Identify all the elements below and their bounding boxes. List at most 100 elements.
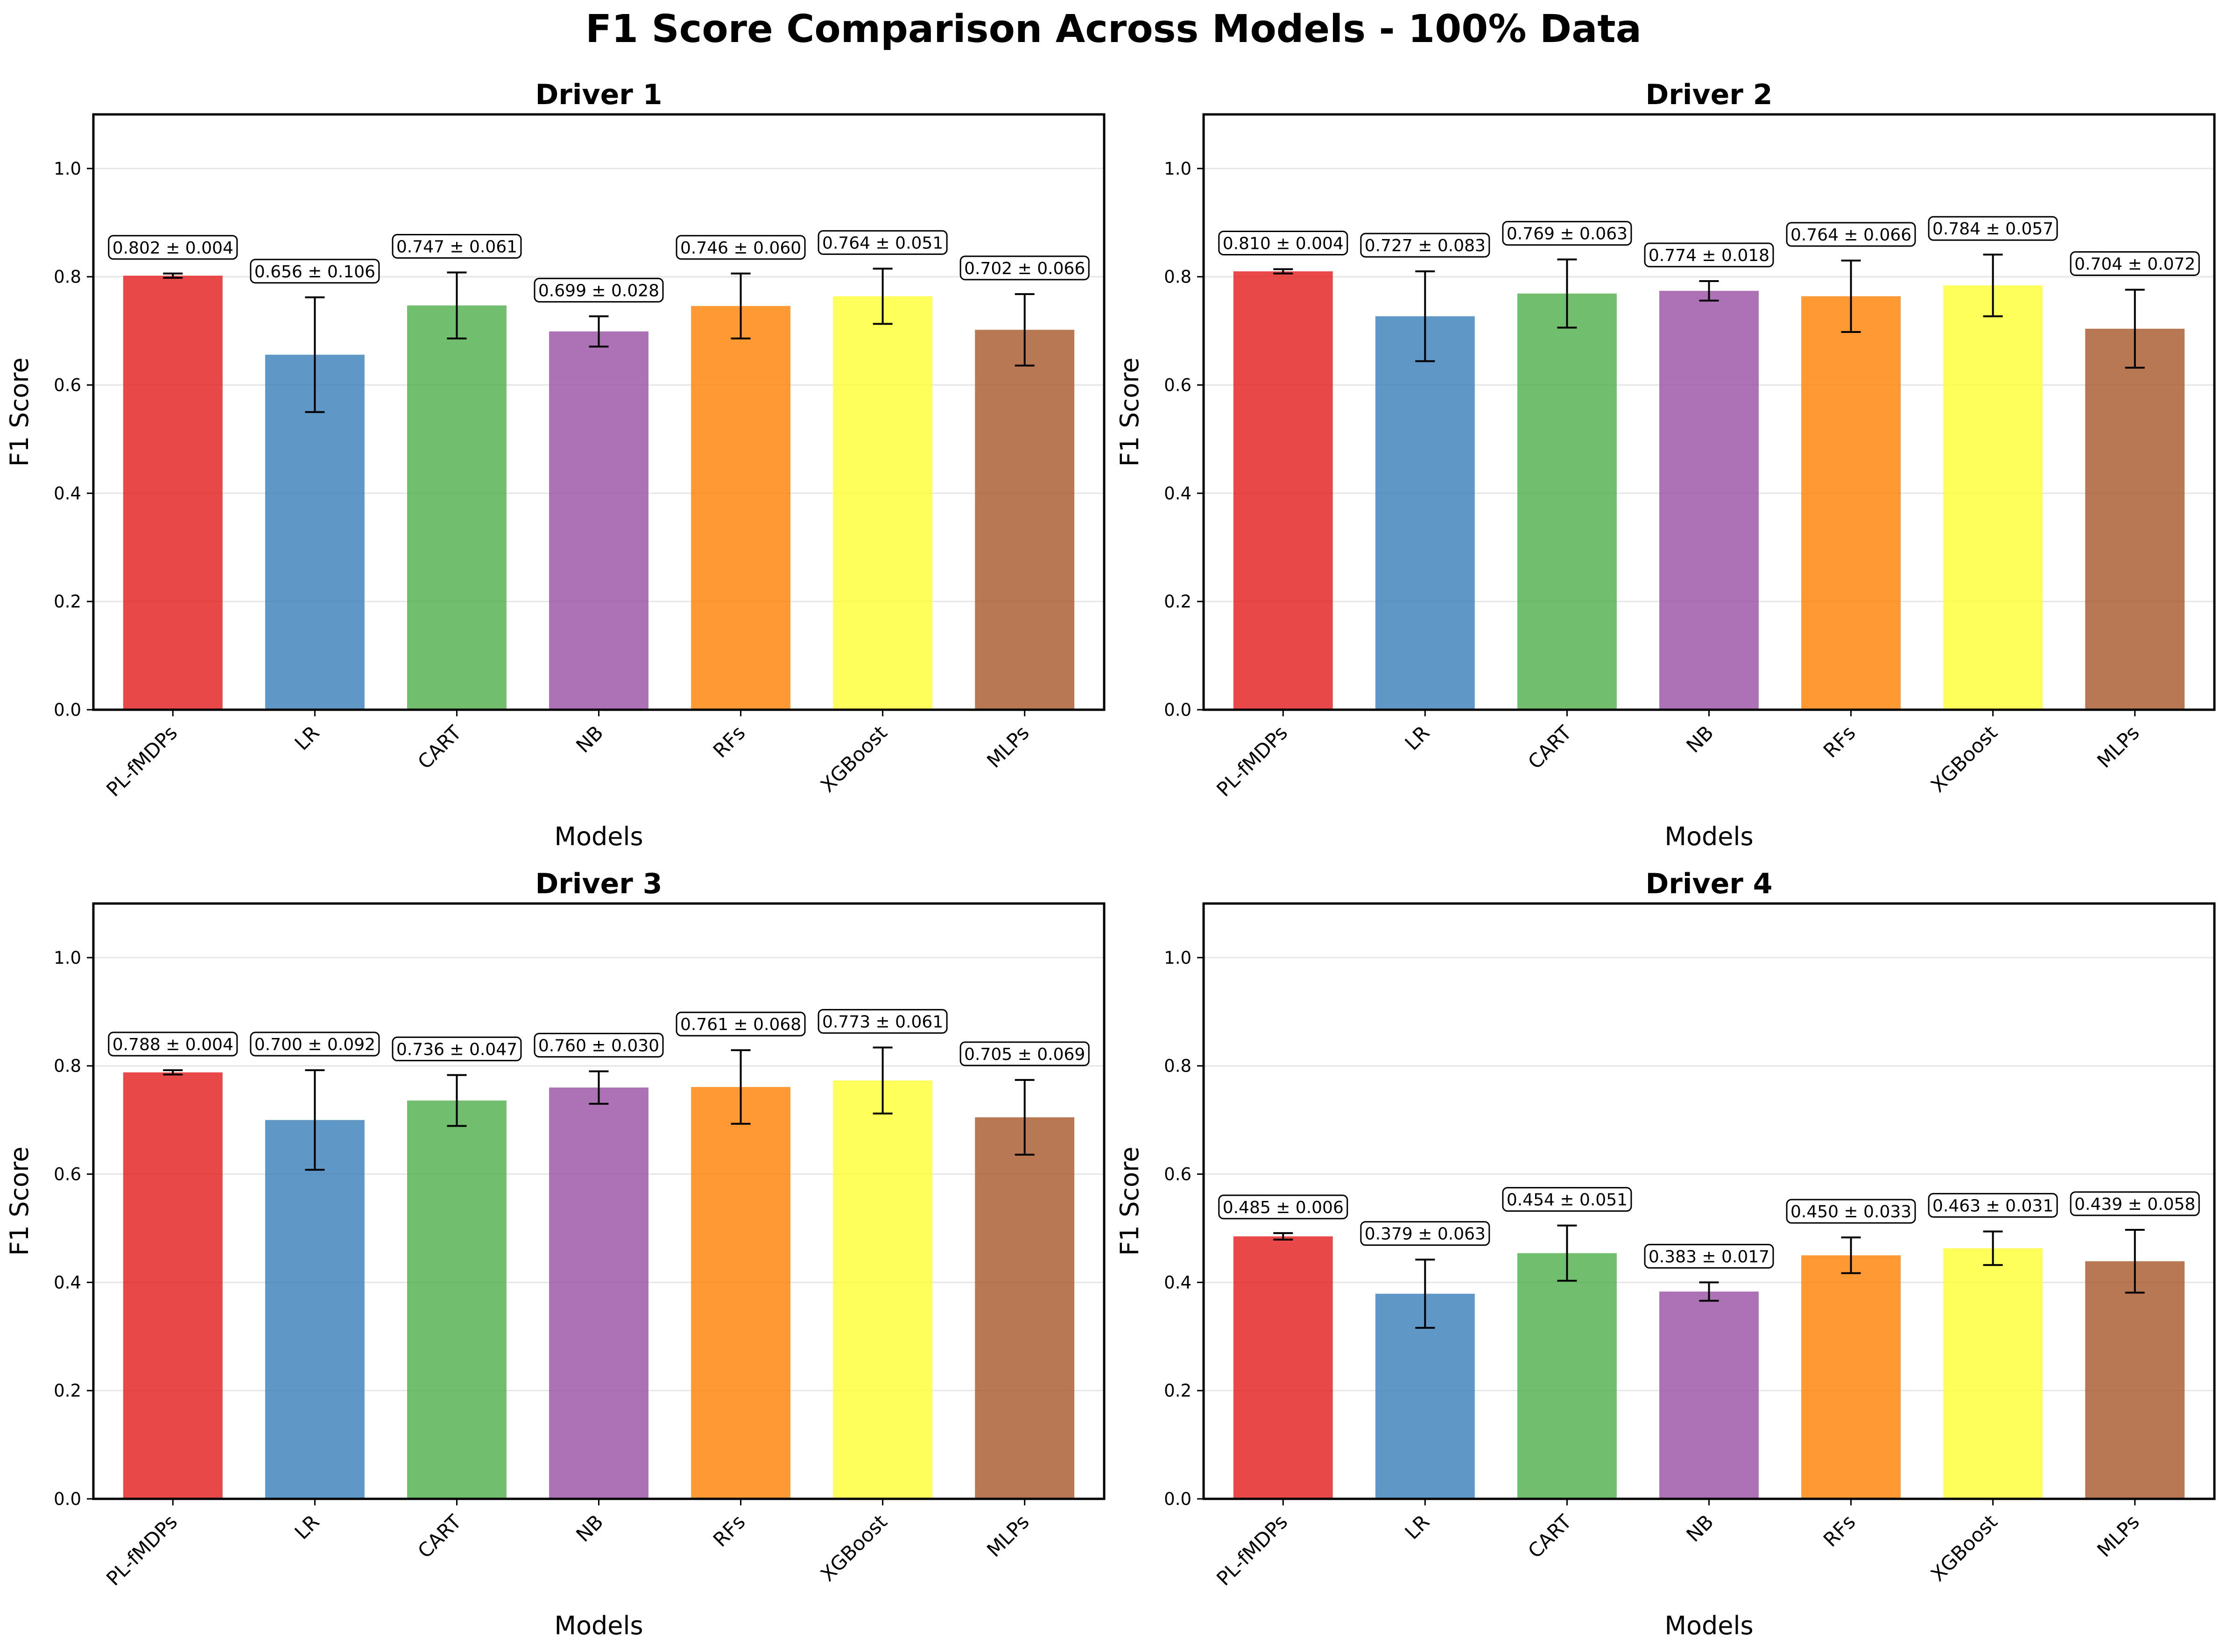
- y-tick-label: 1.0: [1164, 159, 1191, 179]
- x-tick-label: MLPs: [2093, 721, 2144, 772]
- bar-nb: [549, 331, 648, 710]
- bar-rfs: [1801, 1255, 1901, 1499]
- x-axis-label: Models: [1664, 1611, 1753, 1640]
- x-tick-label: PL-fMDPs: [102, 721, 182, 801]
- data-label-box: [108, 235, 238, 260]
- x-tick-label: XGBoost: [1926, 721, 2002, 797]
- data-label: 0.760 ± 0.030: [538, 1036, 659, 1055]
- plot-frame: [1202, 902, 2216, 1500]
- data-label-box: [818, 1009, 948, 1034]
- data-label-box: [1360, 233, 1490, 258]
- bar-nb: [1659, 1292, 1759, 1499]
- data-label-box: [818, 230, 948, 255]
- data-label-box: [2070, 1191, 2200, 1216]
- bar-cart: [407, 305, 507, 710]
- panel-title: Driver 3: [536, 868, 662, 900]
- y-axis-label: F1 Score: [5, 1147, 34, 1256]
- y-tick-label: 0.2: [54, 1381, 81, 1401]
- data-label-box: [1502, 1187, 1632, 1212]
- bar-nb: [549, 1087, 648, 1499]
- data-label: 0.439 ± 0.058: [2074, 1195, 2195, 1214]
- x-tick-label: LR: [290, 721, 324, 755]
- x-tick-label: PL-fMDPs: [1212, 721, 1292, 801]
- y-tick-label: 1.0: [1164, 948, 1191, 968]
- panel-title: Driver 1: [536, 78, 662, 111]
- panel-title: Driver 4: [1646, 868, 1773, 900]
- x-axis-label: Models: [554, 1611, 643, 1640]
- data-label-box: [1928, 1193, 2058, 1218]
- plot-frame: [1202, 113, 2216, 711]
- data-label-box: [1786, 222, 1916, 247]
- x-tick-label: LR: [1401, 721, 1434, 755]
- bar-pl-fmdps: [123, 1072, 223, 1499]
- data-label: 0.774 ± 0.018: [1649, 246, 1769, 265]
- data-label-box: [959, 255, 1090, 281]
- data-label-box: [959, 1041, 1090, 1066]
- x-tick-label: XGBoost: [816, 1510, 892, 1586]
- data-label: 0.784 ± 0.057: [1932, 219, 2053, 239]
- x-tick-label: LR: [1401, 1510, 1434, 1544]
- x-tick-label: RFs: [1819, 1510, 1860, 1551]
- data-label: 0.761 ± 0.068: [680, 1015, 801, 1034]
- data-label: 0.736 ± 0.047: [396, 1040, 517, 1059]
- y-tick-label: 0.6: [1164, 1165, 1191, 1185]
- bar-xgboost: [1943, 1248, 2043, 1499]
- data-label: 0.454 ± 0.051: [1507, 1191, 1628, 1210]
- bar-lr: [265, 1120, 365, 1499]
- bar-mlps: [2085, 329, 2185, 710]
- data-label: 0.764 ± 0.051: [822, 233, 943, 253]
- y-tick-label: 0.0: [54, 700, 81, 720]
- bar-cart: [1517, 1253, 1617, 1499]
- x-tick-label: MLPs: [982, 1510, 1034, 1561]
- y-tick-label: 0.8: [1164, 1056, 1191, 1076]
- bar-pl-fmdps: [1233, 1236, 1333, 1499]
- data-label: 0.810 ± 0.004: [1223, 234, 1344, 254]
- bar-mlps: [975, 1117, 1075, 1499]
- bar-pl-fmdps: [1233, 271, 1333, 710]
- bar-xgboost: [1943, 285, 2043, 710]
- bar-nb: [1659, 290, 1759, 710]
- bar-rfs: [691, 1087, 790, 1499]
- data-label: 0.727 ± 0.083: [1365, 236, 1486, 255]
- y-tick-label: 0.4: [1164, 1272, 1191, 1292]
- data-label: 0.383 ± 0.017: [1649, 1247, 1769, 1266]
- data-label: 0.485 ± 0.006: [1223, 1198, 1344, 1217]
- data-label-box: [2070, 251, 2200, 276]
- data-label: 0.747 ± 0.061: [396, 237, 517, 256]
- data-label-box: [676, 235, 806, 260]
- data-label: 0.702 ± 0.066: [964, 259, 1085, 278]
- data-label: 0.704 ± 0.072: [2074, 255, 2195, 274]
- data-label: 0.463 ± 0.031: [1932, 1196, 2053, 1215]
- x-tick-label: MLPs: [2093, 1510, 2144, 1561]
- data-label: 0.700 ± 0.092: [254, 1035, 375, 1054]
- x-tick-label: PL-fMDPs: [102, 1510, 182, 1590]
- y-axis-label: F1 Score: [1115, 1147, 1144, 1256]
- data-label-box: [534, 277, 664, 303]
- y-axis-label: F1 Score: [5, 358, 34, 467]
- data-label-box: [676, 1011, 806, 1037]
- chart-panel-1: 0.0 0.2 0.4 0.6 0.8 1.0 0.802 ± 0.004 PL-fMDPs 0…: [5, 78, 1106, 851]
- y-tick-label: 0.4: [1164, 483, 1191, 503]
- bar-rfs: [691, 306, 790, 710]
- data-label-box: [1644, 242, 1774, 268]
- y-tick-label: 0.0: [1164, 700, 1191, 720]
- data-label: 0.802 ± 0.004: [113, 239, 233, 258]
- chart-panel-4: 0.0 0.2 0.4 0.6 0.8 1.0 0.485 ± 0.006 PL-fMDPs 0…: [1115, 868, 2216, 1640]
- y-tick-label: 0.4: [54, 483, 81, 503]
- data-label: 0.705 ± 0.069: [964, 1045, 1085, 1064]
- data-label-box: [534, 1032, 664, 1058]
- plot-frame: [92, 113, 1106, 711]
- x-tick-label: RFs: [709, 1510, 750, 1551]
- x-axis-label: Models: [554, 822, 643, 851]
- bar-lr: [265, 354, 365, 710]
- data-label: 0.773 ± 0.061: [822, 1012, 943, 1031]
- data-label-box: [1644, 1243, 1774, 1269]
- x-tick-label: NB: [1682, 721, 1718, 757]
- x-tick-label: RFs: [1819, 721, 1860, 762]
- data-label-box: [1502, 221, 1632, 246]
- y-tick-label: 0.2: [54, 592, 81, 612]
- figure-title: F1 Score Comparison Across Models - 100%…: [585, 7, 1642, 51]
- data-label: 0.788 ± 0.004: [113, 1035, 233, 1054]
- y-tick-label: 0.4: [54, 1272, 81, 1292]
